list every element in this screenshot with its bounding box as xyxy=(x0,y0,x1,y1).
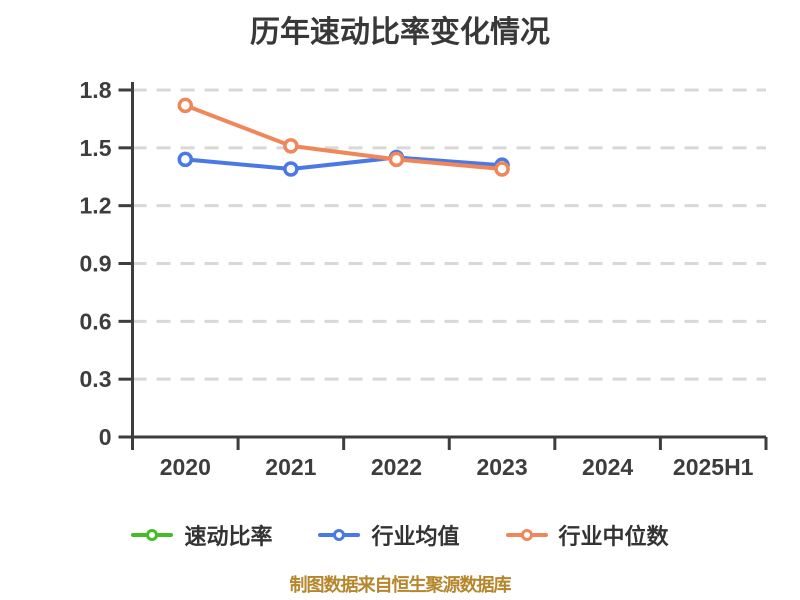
legend: 速动比率 行业均值 行业中位数 xyxy=(0,519,800,551)
x-tick-label: 2024 xyxy=(582,454,633,480)
data-point-industry-mean xyxy=(177,151,194,168)
legend-label-industry-mean: 行业均值 xyxy=(371,524,460,549)
data-point-industry-mean xyxy=(283,161,299,177)
legend-circle-marker-icon xyxy=(520,529,533,541)
legend-line-marker-icon xyxy=(131,529,174,541)
y-tick-label: 1.5 xyxy=(80,135,112,161)
x-tick-label: 2023 xyxy=(476,454,527,480)
legend-line-marker-icon xyxy=(505,529,548,541)
chart-title: 历年速动比率变化情况 xyxy=(250,16,550,49)
data-point-industry-median xyxy=(283,138,299,154)
legend-item-industry-median[interactable]: 行业中位数 xyxy=(505,519,669,551)
legend-item-quick-ratio[interactable]: 速动比率 xyxy=(131,519,272,551)
data-point-industry-median xyxy=(388,151,405,168)
y-tick-label: 0.9 xyxy=(80,251,112,277)
legend-label-quick-ratio: 速动比率 xyxy=(184,524,273,549)
y-tick-label: 0.3 xyxy=(80,366,112,392)
legend-circle-marker-icon xyxy=(333,529,346,541)
series-line-industry-mean xyxy=(183,155,505,172)
data-point-industry-median xyxy=(494,161,510,177)
series-line-industry-median xyxy=(183,103,505,172)
legend-line-marker-icon xyxy=(318,529,361,541)
y-tick-label: 1.8 xyxy=(80,77,112,103)
x-tick-label: 2022 xyxy=(371,454,422,480)
legend-item-industry-mean[interactable]: 行业均值 xyxy=(318,519,460,551)
y-tick-label: 1.2 xyxy=(80,193,112,219)
legend-label-industry-median: 行业中位数 xyxy=(558,524,669,549)
data-point-industry-median xyxy=(177,97,194,114)
x-tick-label: 2021 xyxy=(265,454,316,480)
y-tick-label: 0 xyxy=(99,424,112,450)
data-source-note: 制图数据来自恒生聚源数据库 xyxy=(289,575,512,595)
legend-circle-marker-icon xyxy=(146,529,159,541)
x-tick-label: 2020 xyxy=(160,454,211,480)
y-tick-label: 0.6 xyxy=(80,308,112,334)
x-tick-label: 2025H1 xyxy=(673,454,754,480)
